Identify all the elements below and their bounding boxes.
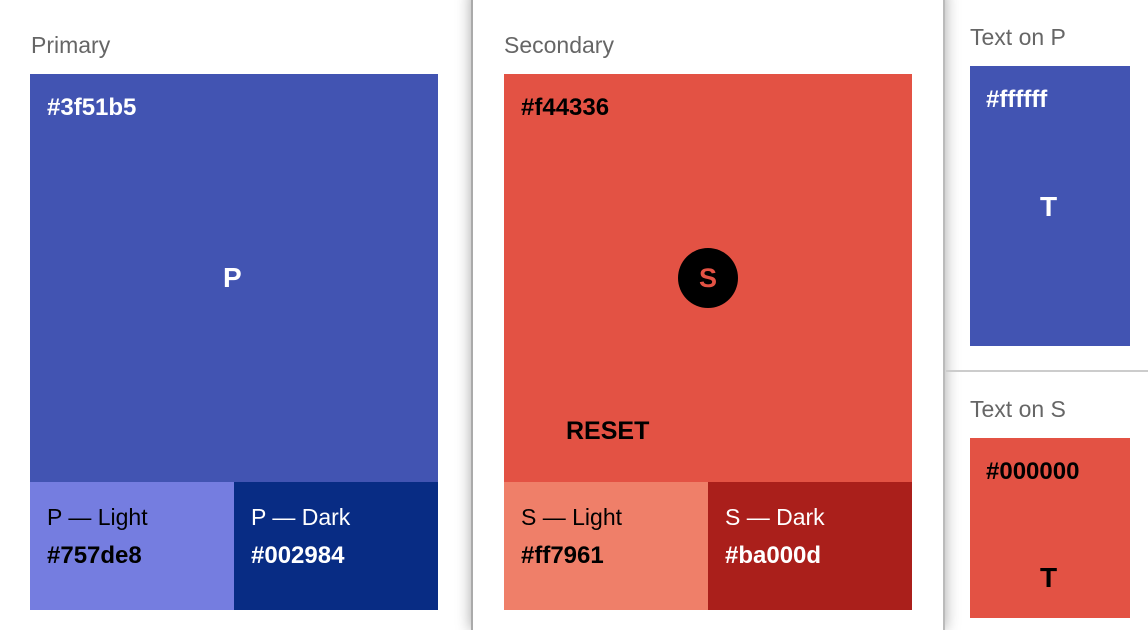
secondary-dark-hex: #ba000d	[725, 542, 822, 569]
reset-button[interactable]: RESET	[566, 417, 650, 445]
secondary-light-hex: #ff7961	[521, 542, 604, 569]
secondary-label: Secondary	[504, 32, 614, 58]
secondary-dark-swatch[interactable]: S — Dark #ba000d	[708, 482, 912, 610]
secondary-dark-label: S — Dark	[725, 504, 825, 530]
secondary-letter: S	[698, 262, 717, 293]
primary-letter: P	[223, 262, 242, 293]
text-on-s-letter: T	[1040, 562, 1058, 593]
text-on-p-swatch[interactable]: #ffffff T	[970, 66, 1130, 346]
text-on-p-hex: #ffffff	[986, 86, 1048, 113]
secondary-letter-badge[interactable]: S	[678, 248, 738, 308]
secondary-swatch[interactable]: #f44336 S RESET	[504, 74, 912, 482]
primary-swatch[interactable]: #3f51b5 P	[30, 74, 438, 482]
text-on-p-letter: T	[1040, 191, 1058, 222]
primary-dark-swatch[interactable]: P — Dark #002984	[234, 482, 438, 610]
primary-light-swatch[interactable]: P — Light #757de8	[30, 482, 234, 610]
primary-hex: #3f51b5	[47, 94, 137, 121]
primary-dark-hex: #002984	[251, 542, 345, 569]
primary-dark-label: P — Dark	[251, 504, 351, 530]
primary-light-hex: #757de8	[47, 542, 142, 569]
text-on-s-hex: #000000	[986, 458, 1080, 485]
secondary-light-swatch[interactable]: S — Light #ff7961	[504, 482, 708, 610]
text-on-p-label: Text on P	[970, 24, 1066, 50]
primary-light-label: P — Light	[47, 504, 148, 530]
text-on-s-swatch[interactable]: #000000 T	[970, 438, 1130, 618]
primary-label: Primary	[31, 32, 111, 58]
divider	[946, 370, 1148, 372]
secondary-hex: #f44336	[521, 94, 610, 121]
secondary-light-label: S — Light	[521, 504, 622, 530]
text-on-s-label: Text on S	[970, 396, 1066, 422]
